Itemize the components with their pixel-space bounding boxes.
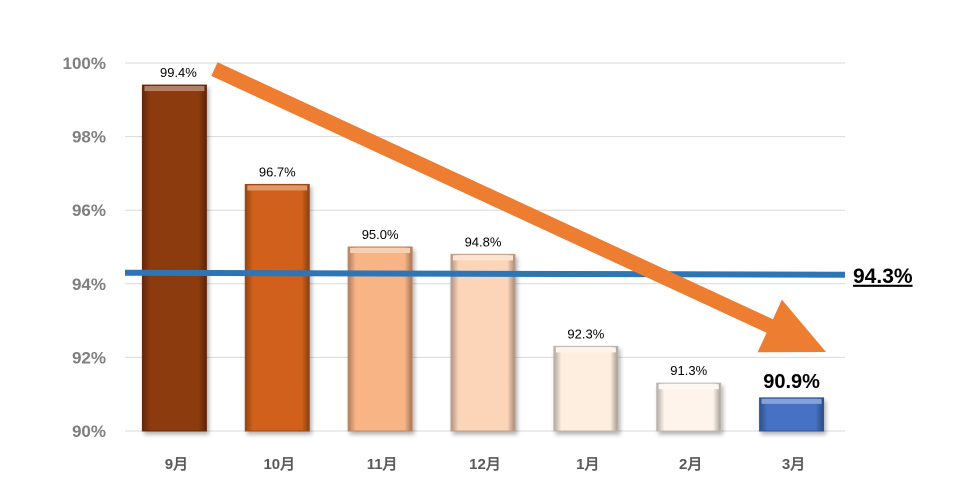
data-label: 95.0%: [362, 227, 399, 242]
y-tick-label: 100%: [63, 54, 106, 73]
y-tick-label: 90%: [72, 422, 106, 441]
y-tick-label: 94%: [72, 275, 106, 294]
category-label: 10月: [263, 456, 295, 473]
x-axis-category-labels: 9月 10月 11月 12月 1月 2月 3月: [165, 456, 805, 473]
bar: [347, 246, 413, 432]
y-tick-label: 98%: [72, 128, 106, 147]
category-label: 11月: [367, 456, 398, 473]
data-labels: 99.4% 96.7% 95.0% 94.8% 92.3% 91.3% 90.9%: [160, 65, 820, 393]
y-tick-label: 96%: [72, 201, 106, 220]
bar-bevel: [761, 398, 822, 404]
data-label: 94.8%: [465, 234, 502, 249]
category-label: 12月: [469, 456, 501, 473]
bar: [656, 382, 722, 432]
trend-arrow-group: [211, 62, 827, 353]
y-axis-tick-labels: 90% 92% 94% 96% 98% 100%: [63, 54, 106, 441]
bar-bevel: [247, 185, 308, 191]
category-label: 2月: [679, 456, 702, 473]
bar-bevel: [555, 347, 616, 353]
bars: [141, 84, 825, 432]
reference-line-label: 94.3%: [853, 265, 913, 288]
y-tick-label: 92%: [72, 348, 106, 367]
reference-line-group: 94.3%: [124, 265, 913, 288]
bar-bevel: [658, 384, 719, 390]
category-label: 9月: [165, 456, 188, 473]
data-label: 96.7%: [259, 164, 296, 179]
bar-bevel: [144, 86, 205, 92]
category-label: 1月: [576, 456, 599, 473]
bar: [141, 84, 207, 432]
data-label: 99.4%: [160, 65, 197, 80]
bar: [244, 183, 310, 432]
reference-line: [124, 269, 846, 278]
data-label: 92.3%: [567, 326, 604, 341]
bar-bevel: [350, 248, 411, 253]
bar-bevel: [453, 255, 513, 261]
data-label: 91.3%: [670, 363, 707, 378]
bar: [450, 253, 516, 432]
category-label: 3月: [782, 456, 805, 473]
bar: [553, 345, 619, 432]
trend-arrow: [211, 62, 827, 353]
data-label: 90.9%: [763, 371, 820, 393]
